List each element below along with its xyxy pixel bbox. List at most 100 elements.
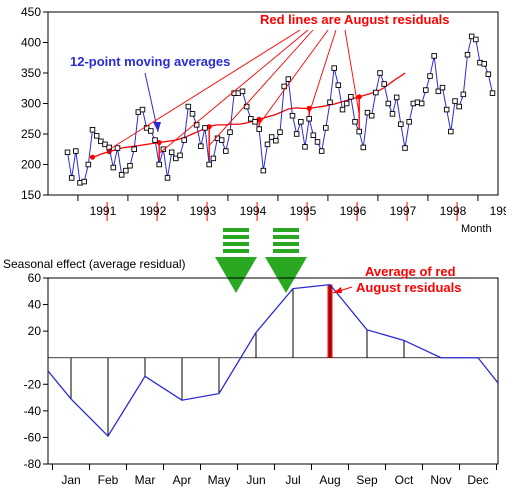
residual-pointer-line	[258, 29, 329, 125]
bottom-y-tick-label: -80	[24, 457, 42, 471]
top-y-tick-label: 450	[21, 5, 41, 19]
observation-point	[139, 106, 146, 113]
bottom-x-tick-label: Apr	[173, 473, 192, 487]
residual-pointer-line	[158, 29, 309, 154]
bottom-x-tick-label: Jun	[246, 473, 265, 487]
residual-pointer-line	[344, 29, 360, 115]
arrow-stripe	[223, 235, 249, 239]
top-y-axis: 150 200 250 300 350 400 450	[21, 5, 48, 202]
observation-point	[406, 119, 412, 125]
moving-average-point	[89, 154, 96, 160]
observation-point	[156, 161, 162, 168]
bottom-x-tick-label: Aug	[319, 473, 340, 487]
residual-pointer-line	[208, 29, 314, 146]
observation-point	[85, 161, 92, 168]
observation-point	[431, 53, 437, 59]
observation-point	[268, 134, 275, 140]
moving-average-series	[89, 72, 406, 160]
residual-pointer-line	[108, 29, 301, 150]
bottom-y-tick-label: -60	[24, 430, 42, 444]
observation-point	[123, 167, 129, 174]
bottom-x-tick-label: Jul	[285, 473, 300, 487]
observation-point	[468, 33, 475, 40]
moving-average-point	[156, 139, 162, 146]
observation-point	[298, 119, 304, 125]
observation-point	[339, 106, 346, 113]
moving-average-annotation: 12-point moving averages	[70, 54, 230, 69]
observation-point	[485, 71, 492, 77]
bottom-y-tick-label: 20	[28, 324, 42, 338]
bottom-x-tick-label: Sep	[356, 473, 378, 487]
observation-point	[323, 125, 329, 131]
observation-point	[368, 112, 375, 119]
observation-point	[402, 145, 408, 151]
bottom-x-tick-label: Dec	[467, 473, 488, 487]
bottom-x-tick-label: Mar	[135, 473, 156, 487]
observation-point	[256, 126, 262, 132]
observation-point	[448, 128, 454, 135]
observation-point	[68, 175, 75, 181]
observation-point	[198, 143, 204, 149]
observation-point	[264, 141, 271, 148]
moving-average-line	[92, 72, 406, 158]
observation-point	[243, 103, 250, 110]
bottom-y-tick-label: -20	[24, 377, 42, 391]
observation-point	[473, 36, 479, 43]
observation-point	[260, 167, 267, 174]
observation-point	[306, 115, 312, 122]
top-x-tick-label: 1994	[240, 204, 267, 218]
arrow-stripe	[223, 249, 249, 253]
observation-point	[381, 81, 387, 87]
down-arrows	[215, 228, 307, 293]
observation-point	[164, 175, 171, 181]
arrow-stripe	[273, 235, 299, 239]
top-y-tick-label: 400	[21, 36, 41, 50]
moving-average-point	[206, 124, 212, 130]
observation-point	[435, 88, 442, 95]
august-average-annotation: Average of red August residuals	[356, 264, 461, 295]
observation-point	[93, 133, 100, 139]
bottom-x-axis: Jan Feb Mar Apr May Jun Jul Aug Sep Oct Nov Dec	[52, 464, 497, 487]
top-x-tick-label: 1996	[340, 204, 367, 218]
residuals-annotation: Red lines are August residuals	[260, 12, 450, 27]
observation-point	[202, 125, 208, 131]
bottom-y-tick-label: 40	[28, 298, 42, 312]
observation-point	[460, 91, 467, 98]
observation-point	[181, 137, 187, 143]
observation-point	[327, 99, 333, 106]
observation-point	[289, 112, 296, 119]
seasonal-effect-line	[47, 283, 499, 438]
bottom-y-axis: -80 -60 -40 -20 20 40 60	[24, 271, 498, 471]
observation-point	[98, 138, 104, 145]
observation-point	[210, 155, 217, 162]
august-average-pointer-head	[333, 287, 342, 293]
top-y-tick-label: 300	[21, 97, 41, 111]
top-x-axis-label: Month	[461, 223, 492, 235]
observation-point	[352, 119, 358, 125]
observation-point	[131, 146, 137, 152]
top-x-tick-label: 1993	[190, 204, 217, 218]
observation-point	[373, 89, 379, 96]
observation-point	[489, 90, 496, 96]
observation-point	[148, 128, 154, 134]
observation-point	[127, 162, 133, 169]
observation-point	[377, 70, 383, 76]
arrow-stripe	[273, 249, 299, 253]
bottom-annotations: Average of red August residuals	[332, 264, 461, 295]
bottom-x-tick-label: Oct	[395, 473, 414, 487]
observation-point	[393, 94, 400, 101]
top-x-tick-label: 1991	[90, 204, 117, 218]
observation-point	[427, 73, 433, 79]
arrow-head	[215, 257, 257, 293]
observation-point	[423, 87, 429, 93]
observation-point	[302, 144, 308, 150]
top-x-tick-label: 1995	[290, 204, 317, 218]
observation-point	[189, 111, 196, 117]
observation-point	[168, 149, 175, 156]
observation-point	[81, 178, 87, 185]
observation-point	[331, 65, 337, 71]
top-y-tick-label: 250	[21, 127, 41, 141]
observation-point	[439, 84, 446, 91]
observation-point	[118, 172, 125, 178]
observation-point	[285, 76, 292, 82]
